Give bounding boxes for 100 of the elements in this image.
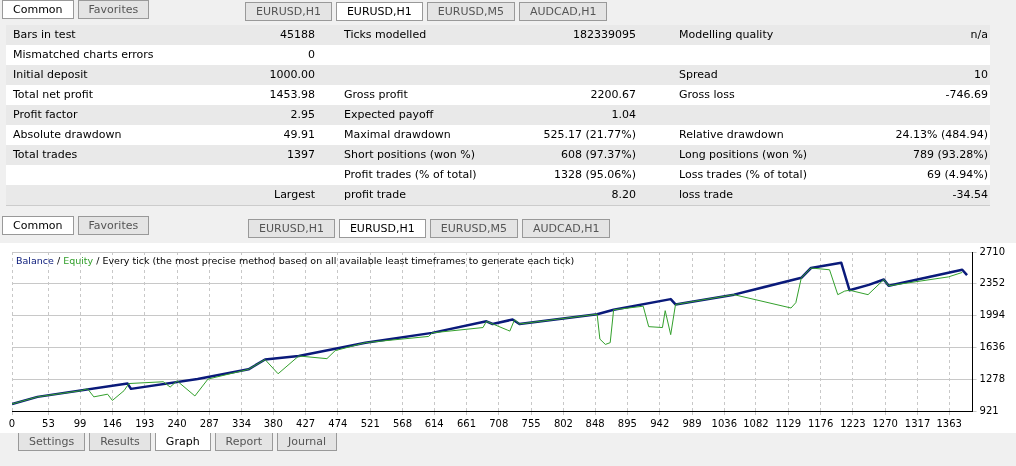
x-tick-label: 1129 [775,417,802,429]
text: EURUSD,H1 [248,219,335,238]
x-tick-label: 521 [360,417,380,429]
text: Journal [277,432,338,451]
category-label: loss trade [679,187,734,203]
category-label: Spread [679,67,718,83]
text: 0 [308,48,315,61]
category-label: Initial deposit [13,67,88,83]
text: 182339095 [573,28,636,41]
annotation: / [96,255,100,266]
x-tick-label: 1036 [711,417,738,429]
x-tick-label: 334 [232,417,252,429]
text: EURUSD,H1 [245,2,332,21]
text: 24.13% (484.94) [895,128,988,141]
category-label: Long positions (won %) [679,147,808,163]
x-tick-label: 895 [617,417,637,429]
category-label: Mismatched charts errors [13,47,154,63]
text: Favorites [77,216,150,235]
text: EURUSD,M5 [429,219,518,238]
x-tick-label: 380 [263,417,283,429]
text: Common [2,216,74,235]
annotation: / [56,255,61,266]
y-tick-label: 1636 [979,341,1005,353]
x-tick-label: 99 [73,417,87,429]
text: 2.95 [290,108,315,121]
x-tick-label: 848 [585,417,605,429]
category-label: Relative drawdown [679,127,784,143]
x-tick-label: 474 [328,417,348,429]
x-tick-label: 942 [650,417,670,429]
x-tick-label: 0 [8,417,16,429]
text: Largest [274,188,315,201]
x-tick-label: 193 [135,417,155,429]
text: 1328 (95.06%) [553,168,636,181]
y-tick-label: 921 [979,404,999,416]
text: Graph [154,432,211,451]
y-tick-label: 2710 [979,245,1005,257]
x-tick-label: 568 [393,417,413,429]
category-label: profit trade [344,187,407,203]
text: AUDCAD,H1 [518,2,608,21]
x-tick-label: 427 [296,417,316,429]
text: 525.17 (21.77%) [543,128,636,141]
text: 1.04 [611,108,636,121]
x-tick-label: 708 [489,417,509,429]
chart-subtitle: Every tick (the most precise method based on all available least timeframes to generate each tick) [102,255,575,266]
category-label: Loss trades (% of total) [679,167,807,183]
text: Report [214,432,274,451]
category-label: Gross loss [679,87,735,103]
category-label: Profit factor [13,107,78,123]
category-label: Short positions (won %) [344,147,476,163]
x-tick-label: 287 [199,417,219,429]
category-label: Total net profit [13,87,93,103]
text: 789 (93.28%) [912,148,988,161]
text: Balance [16,255,54,266]
text: EURUSD,H1 [335,2,423,21]
x-tick-label: 802 [553,417,573,429]
x-tick-label: 755 [521,417,541,429]
text: 1397 [287,148,315,161]
text: Common [2,0,74,19]
x-tick-label: 1317 [904,417,931,429]
text: 49.91 [283,128,315,141]
category-label: Gross profit [344,87,408,103]
category-label: Absolute drawdown [13,127,122,143]
y-tick-label: 1994 [979,309,1005,321]
text: n/a [970,28,988,41]
text: Settings [18,432,86,451]
x-tick-label: 1363 [936,417,962,429]
x-tick-label: 1082 [743,417,769,429]
text: 45188 [280,28,315,41]
category-label: Total trades [13,147,78,163]
text: Favorites [77,0,150,19]
text: -746.69 [945,88,988,101]
text: 69 (4.94%) [926,168,988,181]
category-label: Profit trades (% of total) [344,167,477,183]
text: Equity [63,255,94,266]
category-label: Ticks modelled [344,27,427,43]
x-tick-label: 53 [42,417,55,429]
text: 2200.67 [590,88,636,101]
text: AUDCAD,H1 [521,219,611,238]
text: 1000.00 [269,68,315,81]
x-tick-label: 1223 [840,417,866,429]
text: -34.54 [952,188,988,201]
x-tick-label: 1270 [872,417,898,429]
category-label: Expected payoff [344,107,434,123]
text: 8.20 [611,188,636,201]
text: EURUSD,M5 [426,2,515,21]
x-tick-label: 989 [682,417,702,429]
category-label: Bars in test [13,27,76,43]
y-tick-label: 2352 [979,277,1005,289]
x-tick-label: 240 [167,417,187,429]
category-label: Maximal drawdown [344,127,451,143]
text: EURUSD,H1 [338,219,426,238]
category-label: Modelling quality [679,27,774,43]
text: Results [89,432,151,451]
text: 1453.98 [269,88,315,101]
x-tick-label: 1176 [807,417,834,429]
text: 608 (97.37%) [560,148,636,161]
x-tick-label: 146 [102,417,122,429]
text: 10 [974,68,988,81]
x-tick-label: 661 [456,417,477,429]
x-tick-label: 614 [424,417,444,429]
